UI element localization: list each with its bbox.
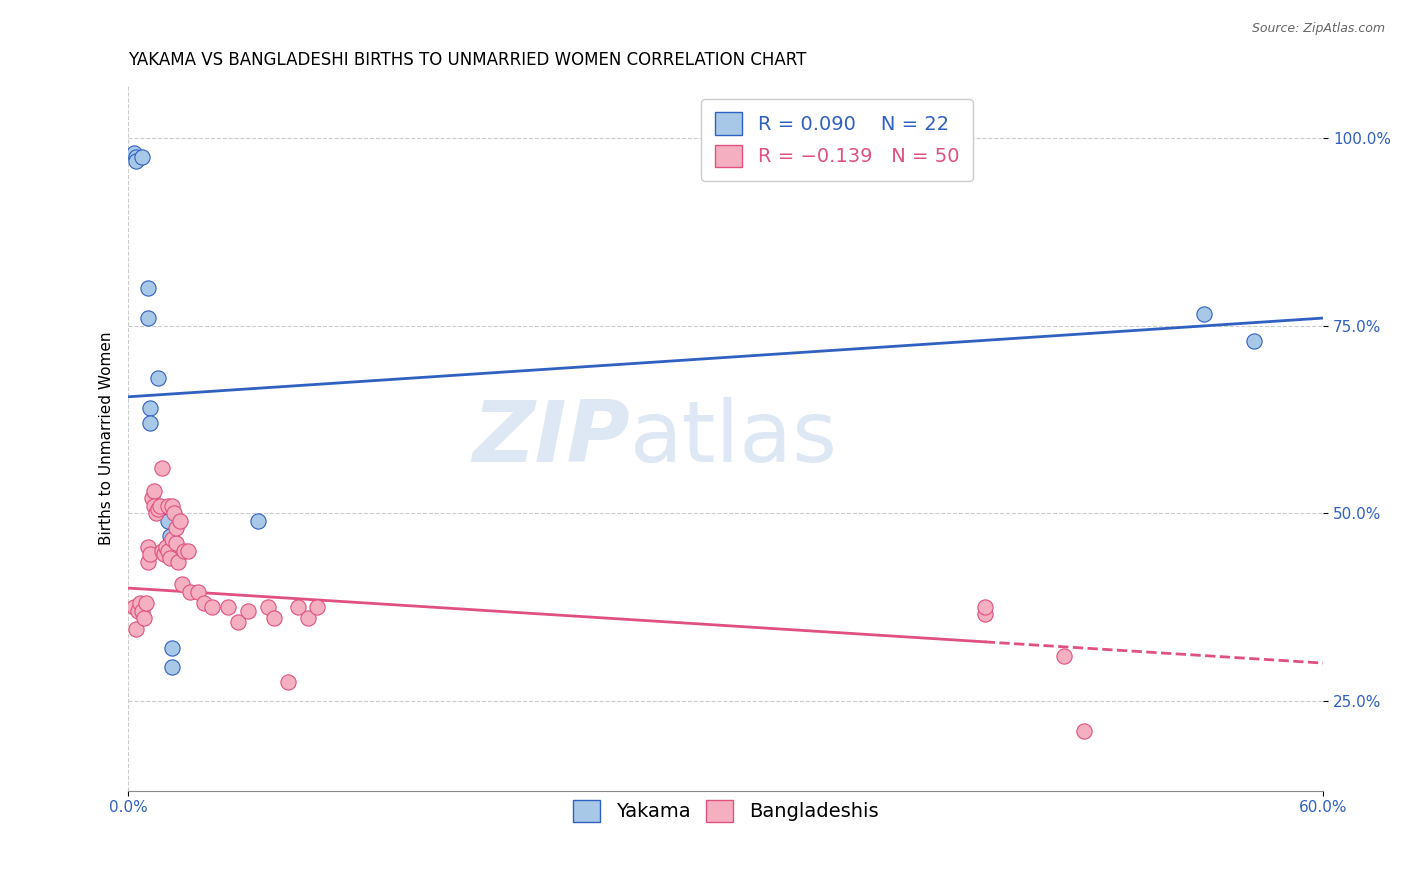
Point — [217, 599, 239, 614]
Point — [159, 551, 181, 566]
Point — [146, 502, 169, 516]
Point — [263, 611, 285, 625]
Point — [973, 607, 995, 622]
Y-axis label: Births to Unmarried Women: Births to Unmarried Women — [100, 331, 114, 545]
Point — [145, 506, 167, 520]
Point — [136, 555, 159, 569]
Point — [136, 540, 159, 554]
Point — [160, 660, 183, 674]
Point — [179, 584, 201, 599]
Point — [150, 543, 173, 558]
Point — [307, 599, 329, 614]
Point — [1243, 334, 1265, 348]
Point — [236, 604, 259, 618]
Point — [150, 461, 173, 475]
Point — [246, 514, 269, 528]
Point — [157, 514, 180, 528]
Point — [256, 599, 278, 614]
Point — [122, 599, 145, 614]
Point — [155, 540, 177, 554]
Point — [163, 506, 186, 520]
Text: Source: ZipAtlas.com: Source: ZipAtlas.com — [1251, 22, 1385, 36]
Point — [125, 623, 148, 637]
Point — [170, 577, 193, 591]
Point — [146, 371, 169, 385]
Point — [1053, 648, 1076, 663]
Point — [165, 536, 187, 550]
Point — [193, 596, 215, 610]
Point — [169, 514, 191, 528]
Point — [125, 153, 148, 168]
Point — [125, 150, 148, 164]
Point — [177, 543, 200, 558]
Point — [157, 543, 180, 558]
Point — [143, 499, 166, 513]
Point — [187, 584, 209, 599]
Point — [136, 281, 159, 295]
Point — [129, 596, 152, 610]
Point — [139, 416, 162, 430]
Point — [127, 604, 149, 618]
Point — [277, 674, 299, 689]
Point — [141, 491, 163, 505]
Point — [139, 547, 162, 561]
Point — [160, 641, 183, 656]
Point — [201, 599, 224, 614]
Point — [1192, 307, 1215, 321]
Point — [131, 604, 153, 618]
Point — [165, 521, 187, 535]
Point — [131, 150, 153, 164]
Point — [134, 611, 156, 625]
Legend: Yakama, Bangladeshis: Yakama, Bangladeshis — [561, 788, 890, 834]
Point — [136, 311, 159, 326]
Point — [160, 533, 183, 547]
Point — [149, 499, 172, 513]
Point — [173, 543, 195, 558]
Point — [157, 499, 180, 513]
Point — [143, 483, 166, 498]
Point — [973, 599, 995, 614]
Point — [122, 146, 145, 161]
Point — [297, 611, 319, 625]
Point — [153, 547, 176, 561]
Text: atlas: atlas — [630, 397, 838, 480]
Text: YAKAMA VS BANGLADESHI BIRTHS TO UNMARRIED WOMEN CORRELATION CHART: YAKAMA VS BANGLADESHI BIRTHS TO UNMARRIE… — [128, 51, 807, 69]
Point — [160, 499, 183, 513]
Point — [1073, 723, 1095, 738]
Point — [159, 528, 181, 542]
Point — [287, 599, 309, 614]
Point — [226, 615, 249, 629]
Point — [135, 596, 157, 610]
Point — [139, 401, 162, 415]
Point — [167, 555, 190, 569]
Text: ZIP: ZIP — [472, 397, 630, 480]
